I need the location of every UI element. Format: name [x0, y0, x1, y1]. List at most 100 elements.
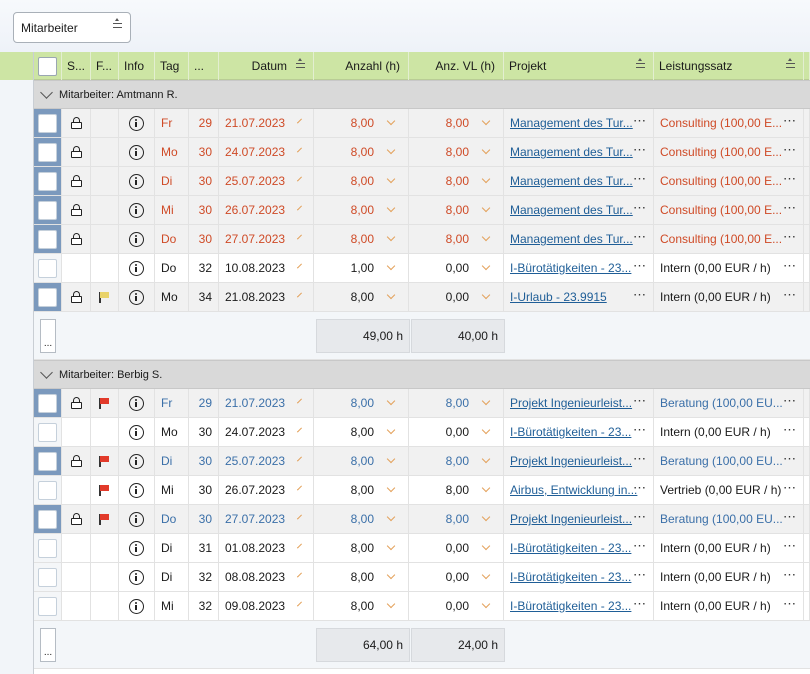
project-link[interactable]: Management des Tur... — [510, 145, 633, 159]
chevron-down-icon[interactable] — [297, 263, 303, 268]
col-info[interactable]: Info — [119, 52, 155, 80]
row-checkbox[interactable] — [38, 393, 57, 413]
hours-vl-field[interactable]: 8,00 — [409, 138, 504, 166]
hours-field[interactable]: 8,00 — [314, 167, 409, 195]
chevron-down-icon[interactable] — [481, 174, 491, 183]
col-flag[interactable]: F... — [91, 52, 119, 80]
project-link[interactable]: I-Bürotätigkeiten - 23... — [510, 599, 632, 613]
chevron-down-icon[interactable] — [297, 514, 303, 519]
col-date[interactable]: Datum — [219, 52, 314, 80]
hours-field[interactable]: 8,00 — [314, 225, 409, 253]
row-checkbox[interactable] — [38, 258, 57, 278]
project-link[interactable]: I-Bürotätigkeiten - 23... — [510, 425, 632, 439]
project-link[interactable]: I-Bürotätigkeiten - 23... — [510, 570, 632, 584]
date-field[interactable]: 09.08.2023 — [219, 592, 314, 620]
hours-field[interactable]: 8,00 — [314, 389, 409, 417]
row-checkbox[interactable] — [38, 142, 57, 162]
hours-field[interactable]: 8,00 — [314, 418, 409, 446]
more-options-icon[interactable]: ⋯ — [783, 171, 797, 186]
info-icon[interactable] — [129, 598, 144, 614]
more-options-icon[interactable]: ⋯ — [633, 422, 647, 437]
chevron-down-icon[interactable] — [481, 541, 491, 550]
select-all-checkbox[interactable] — [38, 56, 57, 76]
date-sort-icon[interactable] — [296, 58, 305, 68]
table-row[interactable]: Di 30 25.07.2023 8,00 8,00 Projekt Ingenieurl… — [34, 447, 810, 476]
project-link[interactable]: Management des Tur... — [510, 203, 633, 217]
chevron-down-icon[interactable] — [481, 203, 491, 212]
col-project[interactable]: Projekt — [504, 52, 654, 80]
hours-vl-field[interactable]: 8,00 — [409, 109, 504, 137]
row-checkbox[interactable] — [38, 567, 57, 587]
info-icon[interactable] — [129, 115, 144, 131]
row-checkbox[interactable] — [38, 422, 57, 442]
chevron-down-icon[interactable] — [297, 234, 303, 239]
info-icon[interactable] — [129, 173, 144, 189]
project-link[interactable]: Projekt Ingenieurleist... — [510, 512, 633, 526]
more-options-icon[interactable]: ⋯ — [633, 229, 647, 244]
more-options-icon[interactable]: ⋯ — [783, 509, 797, 524]
chevron-down-icon[interactable] — [481, 570, 491, 579]
date-field[interactable]: 26.07.2023 — [219, 196, 314, 224]
more-options-icon[interactable]: ⋯ — [633, 567, 647, 582]
date-field[interactable]: 25.07.2023 — [219, 447, 314, 475]
chevron-down-icon[interactable] — [297, 205, 303, 210]
chevron-down-icon[interactable] — [386, 599, 396, 608]
date-field[interactable]: 08.08.2023 — [219, 563, 314, 591]
more-options-icon[interactable]: ⋯ — [633, 596, 647, 611]
chevron-down-icon[interactable] — [297, 147, 303, 152]
more-options-icon[interactable]: ⋯ — [633, 538, 647, 553]
chevron-down-icon[interactable] — [40, 366, 53, 379]
table-row[interactable]: Di 30 25.07.2023 8,00 8,00 Management des Tur… — [34, 167, 810, 196]
chevron-down-icon[interactable] — [297, 398, 303, 403]
rate-sort-icon[interactable] — [786, 58, 795, 68]
hours-vl-field[interactable]: 0,00 — [409, 592, 504, 620]
hours-vl-field[interactable]: 8,00 — [409, 476, 504, 504]
date-field[interactable]: 25.07.2023 — [219, 167, 314, 195]
info-icon[interactable] — [129, 231, 144, 247]
table-row[interactable]: Fr 29 21.07.2023 8,00 8,00 Management des Tur… — [34, 109, 810, 138]
row-checkbox[interactable] — [38, 451, 57, 471]
chevron-down-icon[interactable] — [386, 232, 396, 241]
chevron-down-icon[interactable] — [297, 176, 303, 181]
chevron-down-icon[interactable] — [481, 290, 491, 299]
hours-field[interactable]: 1,00 — [314, 254, 409, 282]
project-link[interactable]: Management des Tur... — [510, 116, 633, 130]
totals-more-button[interactable]: ... — [40, 318, 56, 353]
hours-vl-field[interactable]: 8,00 — [409, 505, 504, 533]
chevron-down-icon[interactable] — [297, 456, 303, 461]
more-options-icon[interactable]: ⋯ — [783, 393, 797, 408]
hours-vl-field[interactable]: 0,00 — [409, 418, 504, 446]
more-options-icon[interactable]: ⋯ — [633, 480, 647, 495]
date-field[interactable]: 21.07.2023 — [219, 389, 314, 417]
chevron-down-icon[interactable] — [386, 116, 396, 125]
project-link[interactable]: I-Bürotätigkeiten - 23... — [510, 541, 632, 555]
date-field[interactable]: 21.08.2023 — [219, 283, 314, 311]
info-icon[interactable] — [129, 424, 144, 440]
chevron-down-icon[interactable] — [386, 396, 396, 405]
chevron-down-icon[interactable] — [297, 292, 303, 297]
hours-vl-field[interactable]: 0,00 — [409, 534, 504, 562]
chevron-down-icon[interactable] — [386, 483, 396, 492]
project-link[interactable]: Management des Tur... — [510, 174, 633, 188]
table-row[interactable]: Mo 34 21.08.2023 8,00 0,00 I-Urlaub - 23.9915… — [34, 283, 810, 312]
hours-field[interactable]: 8,00 — [314, 109, 409, 137]
info-icon[interactable] — [129, 482, 144, 498]
more-options-icon[interactable]: ⋯ — [783, 596, 797, 611]
table-row[interactable]: Do 32 10.08.2023 1,00 0,00 I-Bürotätigkeiten … — [34, 254, 810, 283]
hours-field[interactable]: 8,00 — [314, 563, 409, 591]
row-checkbox[interactable] — [38, 113, 57, 133]
row-checkbox[interactable] — [38, 480, 57, 500]
info-icon[interactable] — [129, 144, 144, 160]
info-icon[interactable] — [129, 569, 144, 585]
chevron-down-icon[interactable] — [481, 145, 491, 154]
hours-field[interactable]: 8,00 — [314, 534, 409, 562]
chevron-down-icon[interactable] — [297, 427, 303, 432]
more-options-icon[interactable]: ⋯ — [783, 538, 797, 553]
hours-field[interactable]: 8,00 — [314, 592, 409, 620]
group-header-row[interactable]: Mitarbeiter: Berbig S. — [34, 360, 810, 389]
more-options-icon[interactable]: ⋯ — [783, 480, 797, 495]
row-checkbox[interactable] — [38, 200, 57, 220]
hours-field[interactable]: 8,00 — [314, 196, 409, 224]
chevron-down-icon[interactable] — [386, 570, 396, 579]
chevron-down-icon[interactable] — [481, 483, 491, 492]
